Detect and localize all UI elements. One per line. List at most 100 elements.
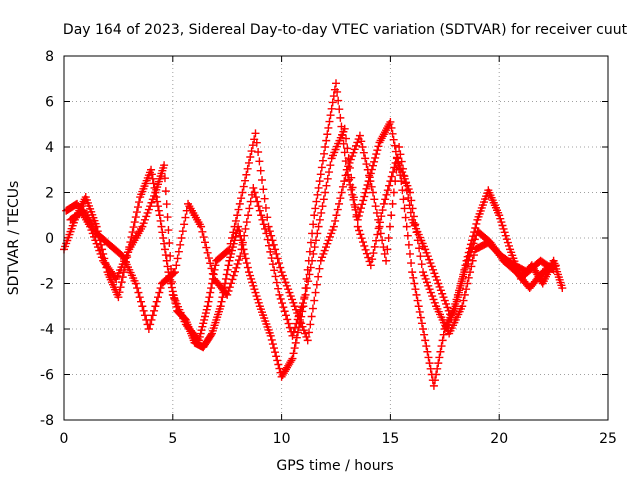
data-point-track-3 — [278, 299, 287, 308]
data-point-track-3 — [150, 306, 159, 315]
data-point-track-2 — [436, 286, 445, 295]
data-point-track-3 — [207, 264, 216, 273]
data-point-track-1 — [266, 331, 275, 340]
data-point-track-1 — [502, 235, 511, 244]
data-point-track-3 — [425, 285, 434, 294]
data-point-track-1 — [254, 298, 263, 307]
data-point-track-2 — [335, 199, 344, 208]
data-point-track-1 — [310, 211, 319, 220]
data-point-track-3 — [313, 229, 322, 238]
data-point-track-3 — [131, 279, 140, 288]
data-point-track-1 — [328, 98, 337, 107]
data-point-track-1 — [162, 256, 171, 265]
data-point-track-3 — [144, 325, 153, 333]
data-point-track-3 — [321, 188, 330, 197]
data-point-track-3 — [402, 178, 411, 187]
data-point-track-2 — [298, 322, 307, 331]
data-point-track-3 — [344, 154, 353, 163]
data-point-track-3 — [228, 275, 237, 284]
data-point-track-3 — [224, 287, 233, 296]
data-point-track-3 — [396, 164, 405, 173]
data-point-track-2 — [329, 222, 338, 231]
data-point-track-1 — [323, 130, 332, 139]
data-point-track-3 — [458, 302, 467, 311]
data-point-track-1 — [226, 253, 235, 262]
data-point-track-2 — [201, 309, 210, 318]
data-point-track-1 — [320, 149, 329, 158]
data-point-track-2 — [324, 236, 333, 245]
data-point-track-1 — [432, 370, 441, 379]
data-point-track-3 — [255, 206, 264, 215]
data-point-track-2 — [235, 199, 244, 208]
data-point-track-1 — [372, 150, 381, 159]
data-point-track-2 — [396, 150, 405, 159]
data-point-track-1 — [147, 170, 156, 179]
data-point-track-3 — [387, 172, 396, 181]
data-point-track-2 — [425, 255, 434, 264]
data-point-track-3 — [348, 183, 357, 192]
data-point-track-1 — [149, 179, 158, 188]
data-point-track-1 — [272, 352, 281, 361]
data-point-track-2 — [269, 240, 278, 249]
data-point-track-1 — [501, 231, 510, 240]
data-point-track-1 — [433, 364, 442, 373]
data-point-track-1 — [358, 200, 367, 209]
data-point-track-2 — [256, 166, 265, 175]
data-point-track-1 — [340, 148, 349, 157]
data-point-track-3 — [358, 238, 367, 247]
data-point-track-2 — [234, 205, 243, 214]
data-point-track-1 — [362, 184, 371, 193]
data-point-track-3 — [464, 273, 473, 282]
data-point-track-3 — [375, 218, 384, 227]
data-point-track-3 — [233, 259, 242, 268]
data-point-track-2 — [277, 268, 286, 277]
data-point-track-2 — [161, 187, 170, 196]
data-point-track-3 — [232, 263, 241, 272]
data-point-track-1 — [225, 256, 234, 265]
y-tick-label: -8 — [40, 413, 54, 429]
data-point-track-3 — [292, 319, 301, 328]
data-point-track-3 — [267, 254, 276, 263]
data-point-track-3 — [428, 292, 437, 301]
data-point-track-2 — [328, 226, 337, 235]
data-point-track-2 — [336, 194, 345, 203]
data-point-track-3 — [264, 241, 273, 250]
data-point-track-2 — [166, 251, 175, 260]
data-point-track-3 — [315, 215, 324, 224]
data-point-track-2 — [274, 259, 283, 268]
data-point-track-2 — [470, 235, 479, 244]
data-point-track-3 — [231, 267, 240, 276]
data-point-track-2 — [288, 295, 297, 304]
data-point-track-3 — [343, 144, 352, 153]
data-point-track-3 — [383, 186, 392, 195]
data-point-track-1 — [368, 161, 377, 170]
data-point-track-2 — [337, 188, 346, 197]
data-point-track-2 — [195, 332, 204, 341]
data-point-track-1 — [241, 254, 250, 263]
data-point-track-2 — [382, 256, 391, 265]
data-point-track-3 — [549, 265, 558, 274]
data-point-track-3 — [310, 243, 319, 252]
data-point-track-2 — [355, 131, 364, 140]
data-point-track-3 — [420, 271, 429, 280]
data-point-track-2 — [325, 232, 334, 241]
data-point-track-1 — [271, 348, 280, 357]
data-point-track-2 — [150, 191, 159, 200]
data-point-track-2 — [252, 138, 261, 147]
data-point-track-3 — [421, 274, 430, 283]
y-axis-label: SDTVAR / TECUs — [6, 181, 22, 296]
data-point-track-2 — [387, 211, 396, 220]
data-point-track-1 — [273, 356, 282, 365]
data-point-track-2 — [421, 245, 430, 254]
data-point-track-3 — [169, 269, 178, 278]
data-point-track-3 — [279, 303, 288, 312]
data-point-track-3 — [409, 212, 418, 221]
data-point-track-2 — [163, 213, 172, 222]
data-point-track-1 — [251, 288, 260, 297]
data-point-track-3 — [408, 204, 417, 213]
data-point-track-1 — [289, 349, 298, 358]
data-point-track-1 — [161, 251, 170, 260]
data-point-track-2 — [331, 216, 340, 225]
data-point-track-2 — [431, 272, 440, 281]
data-point-track-2 — [205, 293, 214, 302]
